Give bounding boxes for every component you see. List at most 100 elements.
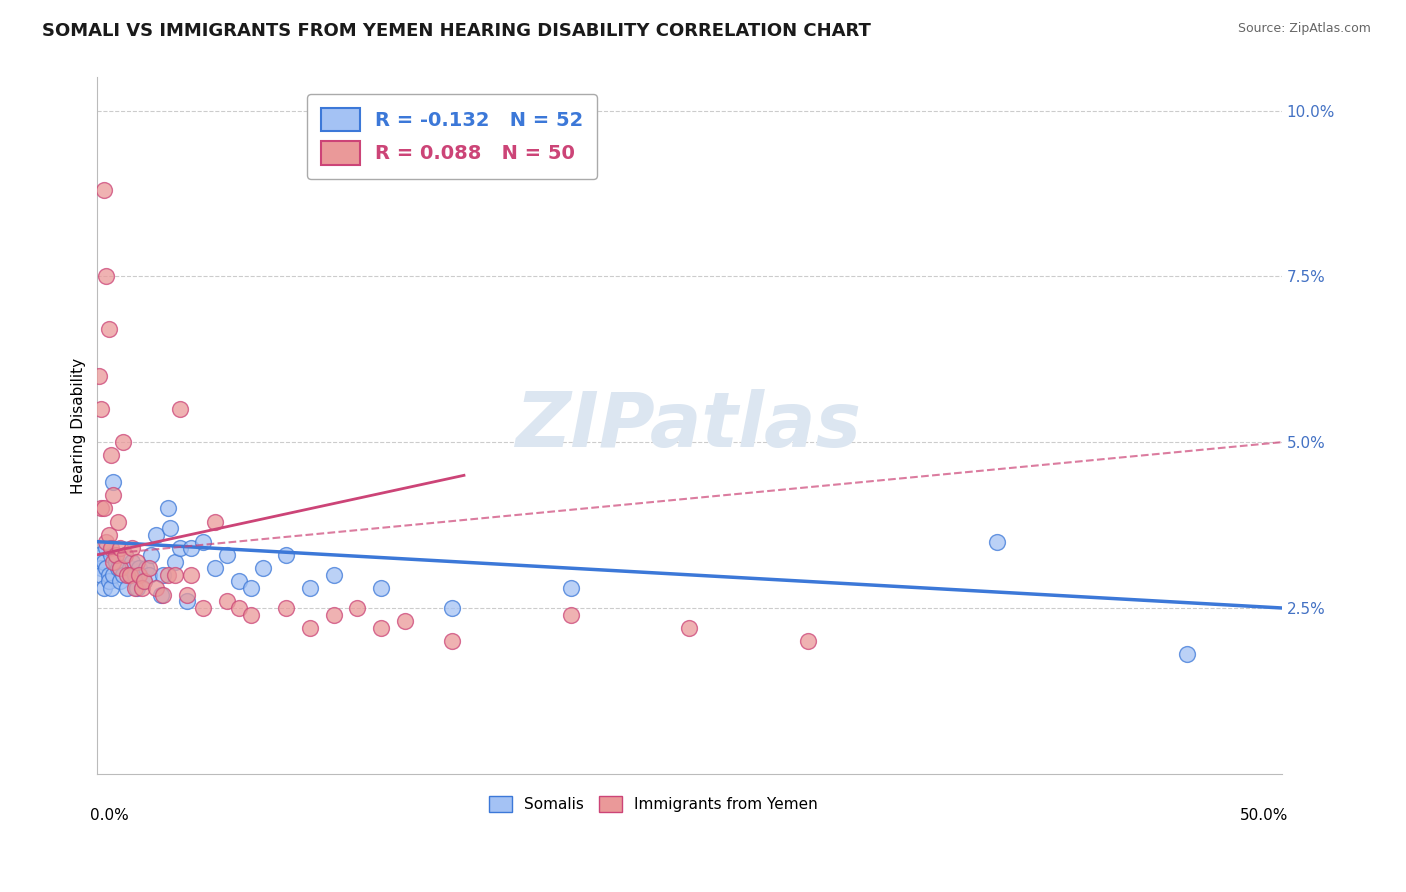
Point [156, 501, 179, 516]
Point [104, 548, 127, 562]
Text: ZIPatlas: ZIPatlas [516, 389, 862, 463]
Point [169, 541, 191, 556]
Point [176, 594, 198, 608]
Point [252, 561, 274, 575]
Point [94, 534, 117, 549]
Point [176, 588, 198, 602]
Point [138, 567, 160, 582]
Point [678, 621, 700, 635]
Point [107, 561, 129, 575]
Point [370, 581, 392, 595]
Point [103, 475, 125, 489]
Point [215, 594, 238, 608]
Point [135, 561, 157, 575]
Text: 0.0%: 0.0% [90, 808, 128, 823]
Point [180, 567, 202, 582]
Point [149, 588, 172, 602]
Point [104, 555, 127, 569]
Point [103, 488, 125, 502]
Point [193, 534, 215, 549]
Point [276, 601, 298, 615]
Point [103, 567, 125, 582]
Point [87, 548, 110, 562]
Point [145, 581, 167, 595]
Point [94, 561, 117, 575]
Point [394, 614, 416, 628]
Legend: Somalis, Immigrants from Yemen: Somalis, Immigrants from Yemen [482, 790, 824, 818]
Point [322, 567, 344, 582]
Point [103, 555, 125, 569]
Point [94, 269, 117, 284]
Point [90, 402, 112, 417]
Point [131, 581, 153, 595]
Point [204, 561, 226, 575]
Point [239, 607, 262, 622]
Point [110, 561, 132, 575]
Point [215, 548, 238, 562]
Point [114, 548, 136, 562]
Point [100, 581, 122, 595]
Point [796, 634, 818, 648]
Point [97, 574, 120, 589]
Point [93, 183, 115, 197]
Point [128, 561, 150, 575]
Point [107, 515, 129, 529]
Point [322, 607, 344, 622]
Point [163, 555, 186, 569]
Y-axis label: Hearing Disability: Hearing Disability [72, 358, 86, 493]
Point [100, 548, 122, 562]
Point [1175, 648, 1198, 662]
Point [180, 541, 202, 556]
Point [111, 435, 134, 450]
Point [298, 581, 321, 595]
Point [346, 601, 368, 615]
Point [100, 449, 122, 463]
Point [204, 515, 226, 529]
Point [93, 581, 115, 595]
Point [276, 548, 298, 562]
Point [94, 541, 117, 556]
Text: SOMALI VS IMMIGRANTS FROM YEMEN HEARING DISABILITY CORRELATION CHART: SOMALI VS IMMIGRANTS FROM YEMEN HEARING … [42, 22, 872, 40]
Point [93, 501, 115, 516]
Point [90, 561, 112, 575]
Point [560, 581, 582, 595]
Text: Source: ZipAtlas.com: Source: ZipAtlas.com [1237, 22, 1371, 36]
Point [117, 581, 139, 595]
Point [132, 574, 155, 589]
Point [110, 574, 132, 589]
Point [93, 555, 115, 569]
Point [239, 581, 262, 595]
Point [90, 501, 112, 516]
Point [90, 567, 112, 582]
Point [163, 567, 186, 582]
Point [441, 601, 464, 615]
Point [560, 607, 582, 622]
Point [138, 561, 160, 575]
Point [100, 541, 122, 556]
Point [121, 541, 143, 556]
Point [118, 567, 141, 582]
Point [117, 567, 139, 582]
Point [111, 567, 134, 582]
Point [132, 574, 155, 589]
Point [125, 581, 148, 595]
Point [169, 402, 191, 417]
Point [193, 601, 215, 615]
Point [228, 574, 250, 589]
Point [370, 621, 392, 635]
Point [118, 561, 141, 575]
Point [124, 581, 146, 595]
Point [152, 567, 174, 582]
Point [97, 322, 120, 336]
Point [986, 534, 1008, 549]
Point [97, 567, 120, 582]
Point [128, 567, 150, 582]
Point [110, 561, 132, 575]
Point [125, 555, 148, 569]
Point [87, 368, 110, 383]
Text: 50.0%: 50.0% [1240, 808, 1288, 823]
Point [110, 541, 132, 556]
Point [97, 528, 120, 542]
Point [124, 567, 146, 582]
Point [121, 555, 143, 569]
